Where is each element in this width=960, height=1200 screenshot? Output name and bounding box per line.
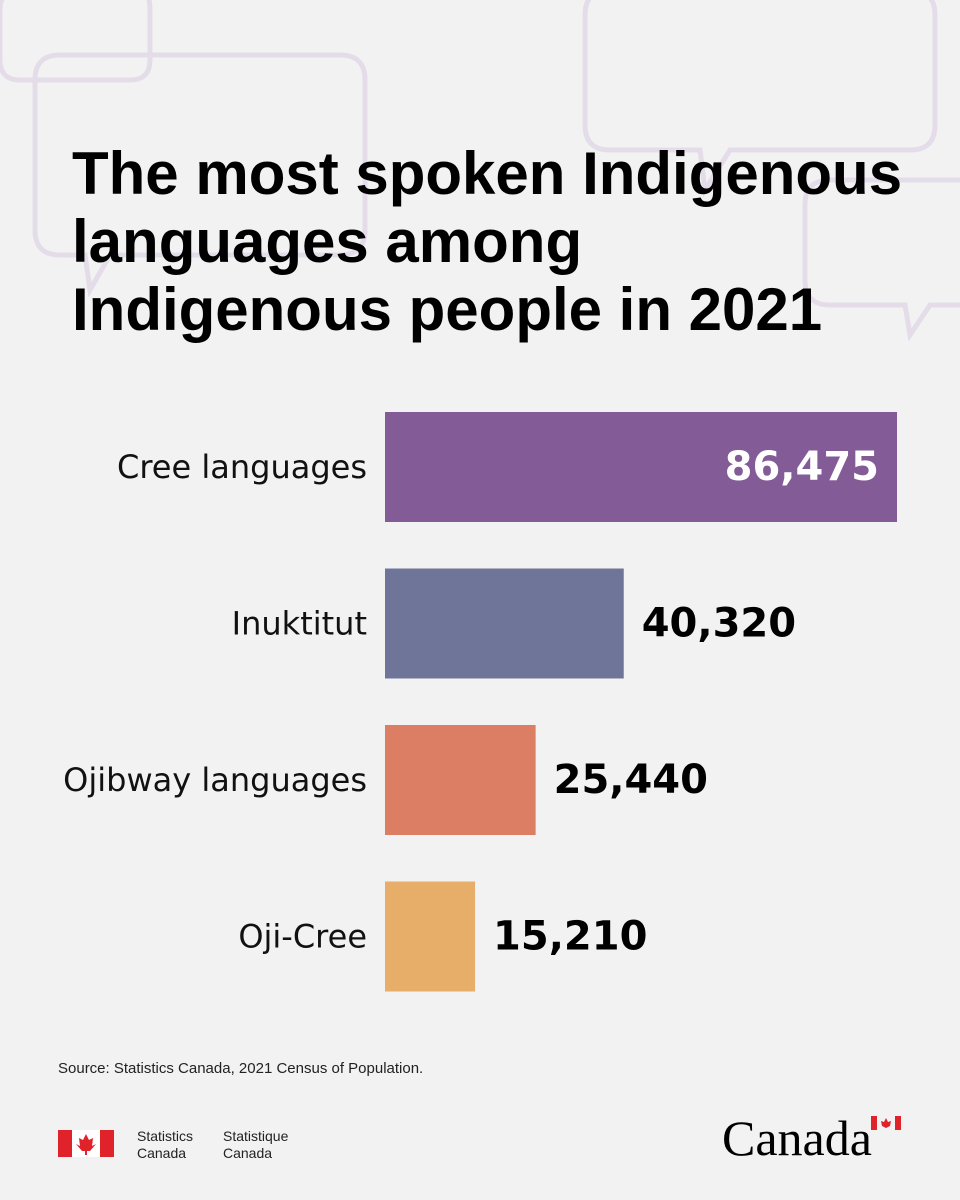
- signature: Statistique: [223, 1128, 289, 1144]
- chart-title: Indigenous people in 2021: [72, 276, 822, 343]
- category-label: Ojibway languages: [63, 761, 367, 799]
- value-label: 15,210: [493, 914, 647, 960]
- bar: [385, 412, 897, 522]
- value-label: 25,440: [554, 757, 708, 803]
- value-label: 40,320: [642, 601, 796, 647]
- source: Source: Statistics Canada, 2021 Census o…: [58, 1060, 423, 1077]
- signature: Canada: [137, 1145, 186, 1161]
- flag-logo: [58, 1130, 114, 1157]
- bar: [385, 881, 476, 992]
- value-label: 86,475: [725, 444, 879, 490]
- bar: [385, 725, 536, 835]
- bar: [385, 568, 624, 679]
- category-label: Inuktitut: [232, 605, 367, 643]
- signature: Statistics: [137, 1128, 193, 1144]
- signature: Canada: [223, 1145, 272, 1161]
- wordmark-flag: [871, 1116, 901, 1130]
- chart-title: languages among: [72, 208, 582, 275]
- category-label: Cree languages: [117, 448, 367, 486]
- wordmark: Canada: [722, 1110, 872, 1166]
- category-label: Oji-Cree: [238, 918, 367, 956]
- chart-title: The most spoken Indigenous: [72, 140, 902, 207]
- decoration: [0, 0, 960, 342]
